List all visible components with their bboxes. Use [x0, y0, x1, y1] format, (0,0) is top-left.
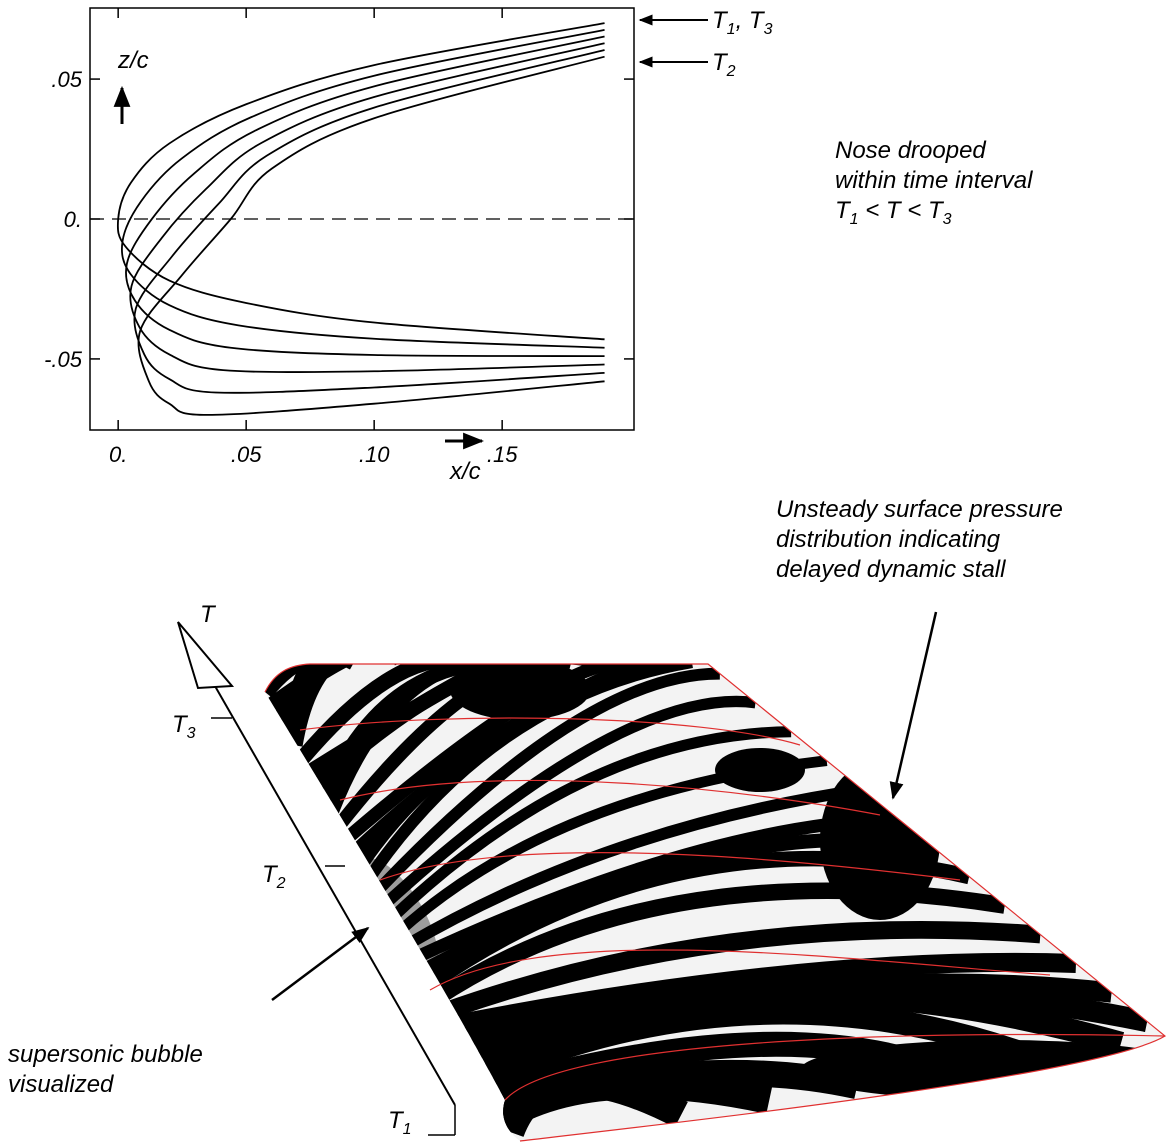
pressure-arrow	[893, 612, 936, 798]
label-sub: 3	[943, 211, 952, 228]
page: Nose droop figure html, body { margin: 0…	[0, 0, 1169, 1144]
x-tick-label: 0.	[109, 442, 127, 467]
label-sub: 1	[727, 21, 736, 38]
label-sub: 3	[187, 725, 196, 742]
time-axis-label: T	[200, 601, 217, 628]
note-line: within time interval	[835, 167, 1033, 194]
x-axis-label: x/c	[449, 458, 481, 485]
wing	[265, 632, 1169, 1141]
time-tick-label: T3	[172, 711, 196, 742]
label-sub: 3	[764, 21, 773, 38]
note-condition: T1 < T < T3	[835, 197, 952, 228]
t1-t3-label: T1, T3	[712, 7, 773, 38]
y-tick-label: .05	[51, 67, 82, 92]
t2-label: T2	[712, 49, 736, 80]
time-tick-label: T1	[388, 1107, 412, 1138]
label-sub: 2	[726, 63, 736, 80]
contour-line	[130, 43, 604, 372]
label-sub: 1	[850, 211, 859, 228]
figure: 0..05.10.15-.050..05 z/c x/c T1, T3 T2 N…	[0, 0, 1169, 1144]
contour-line	[134, 50, 604, 393]
contour-line	[118, 23, 605, 339]
label-sub: 2	[276, 875, 286, 892]
pressure-caption: Unsteady surface pressure	[776, 496, 1063, 523]
bubble-arrow	[272, 928, 368, 1000]
label-part: ,	[736, 7, 749, 34]
bubble-caption: supersonic bubble	[8, 1041, 203, 1068]
note-line: Nose drooped	[835, 137, 986, 164]
bubble-caption: visualized	[8, 1071, 114, 1098]
y-axis-label: z/c	[117, 47, 149, 74]
x-tick-label: .05	[231, 442, 262, 467]
label-part: < T <	[859, 197, 928, 224]
stripe-blob	[450, 660, 590, 720]
label-sub: 1	[403, 1121, 412, 1138]
y-tick-label: -.05	[44, 347, 83, 372]
time-axis-arrowhead	[178, 622, 232, 688]
pressure-caption: delayed dynamic stall	[776, 556, 1006, 583]
stripe-blob	[820, 760, 940, 920]
pressure-caption: distribution indicating	[776, 526, 1001, 553]
plot-area	[90, 23, 634, 415]
x-tick-label: .10	[359, 442, 390, 467]
axes: 0. .05 .10 .15 -.05 0. .05	[44, 8, 634, 467]
contour-line	[122, 30, 605, 348]
time-tick-label: T2	[262, 861, 286, 892]
y-tick-label: 0.	[64, 207, 82, 232]
x-tick-label: .15	[487, 442, 518, 467]
stripe-blob	[715, 748, 805, 792]
page-body: {"chart_data": { "type": "line", "x_labe…	[0, 0, 1169, 1144]
contour-line	[138, 57, 604, 415]
